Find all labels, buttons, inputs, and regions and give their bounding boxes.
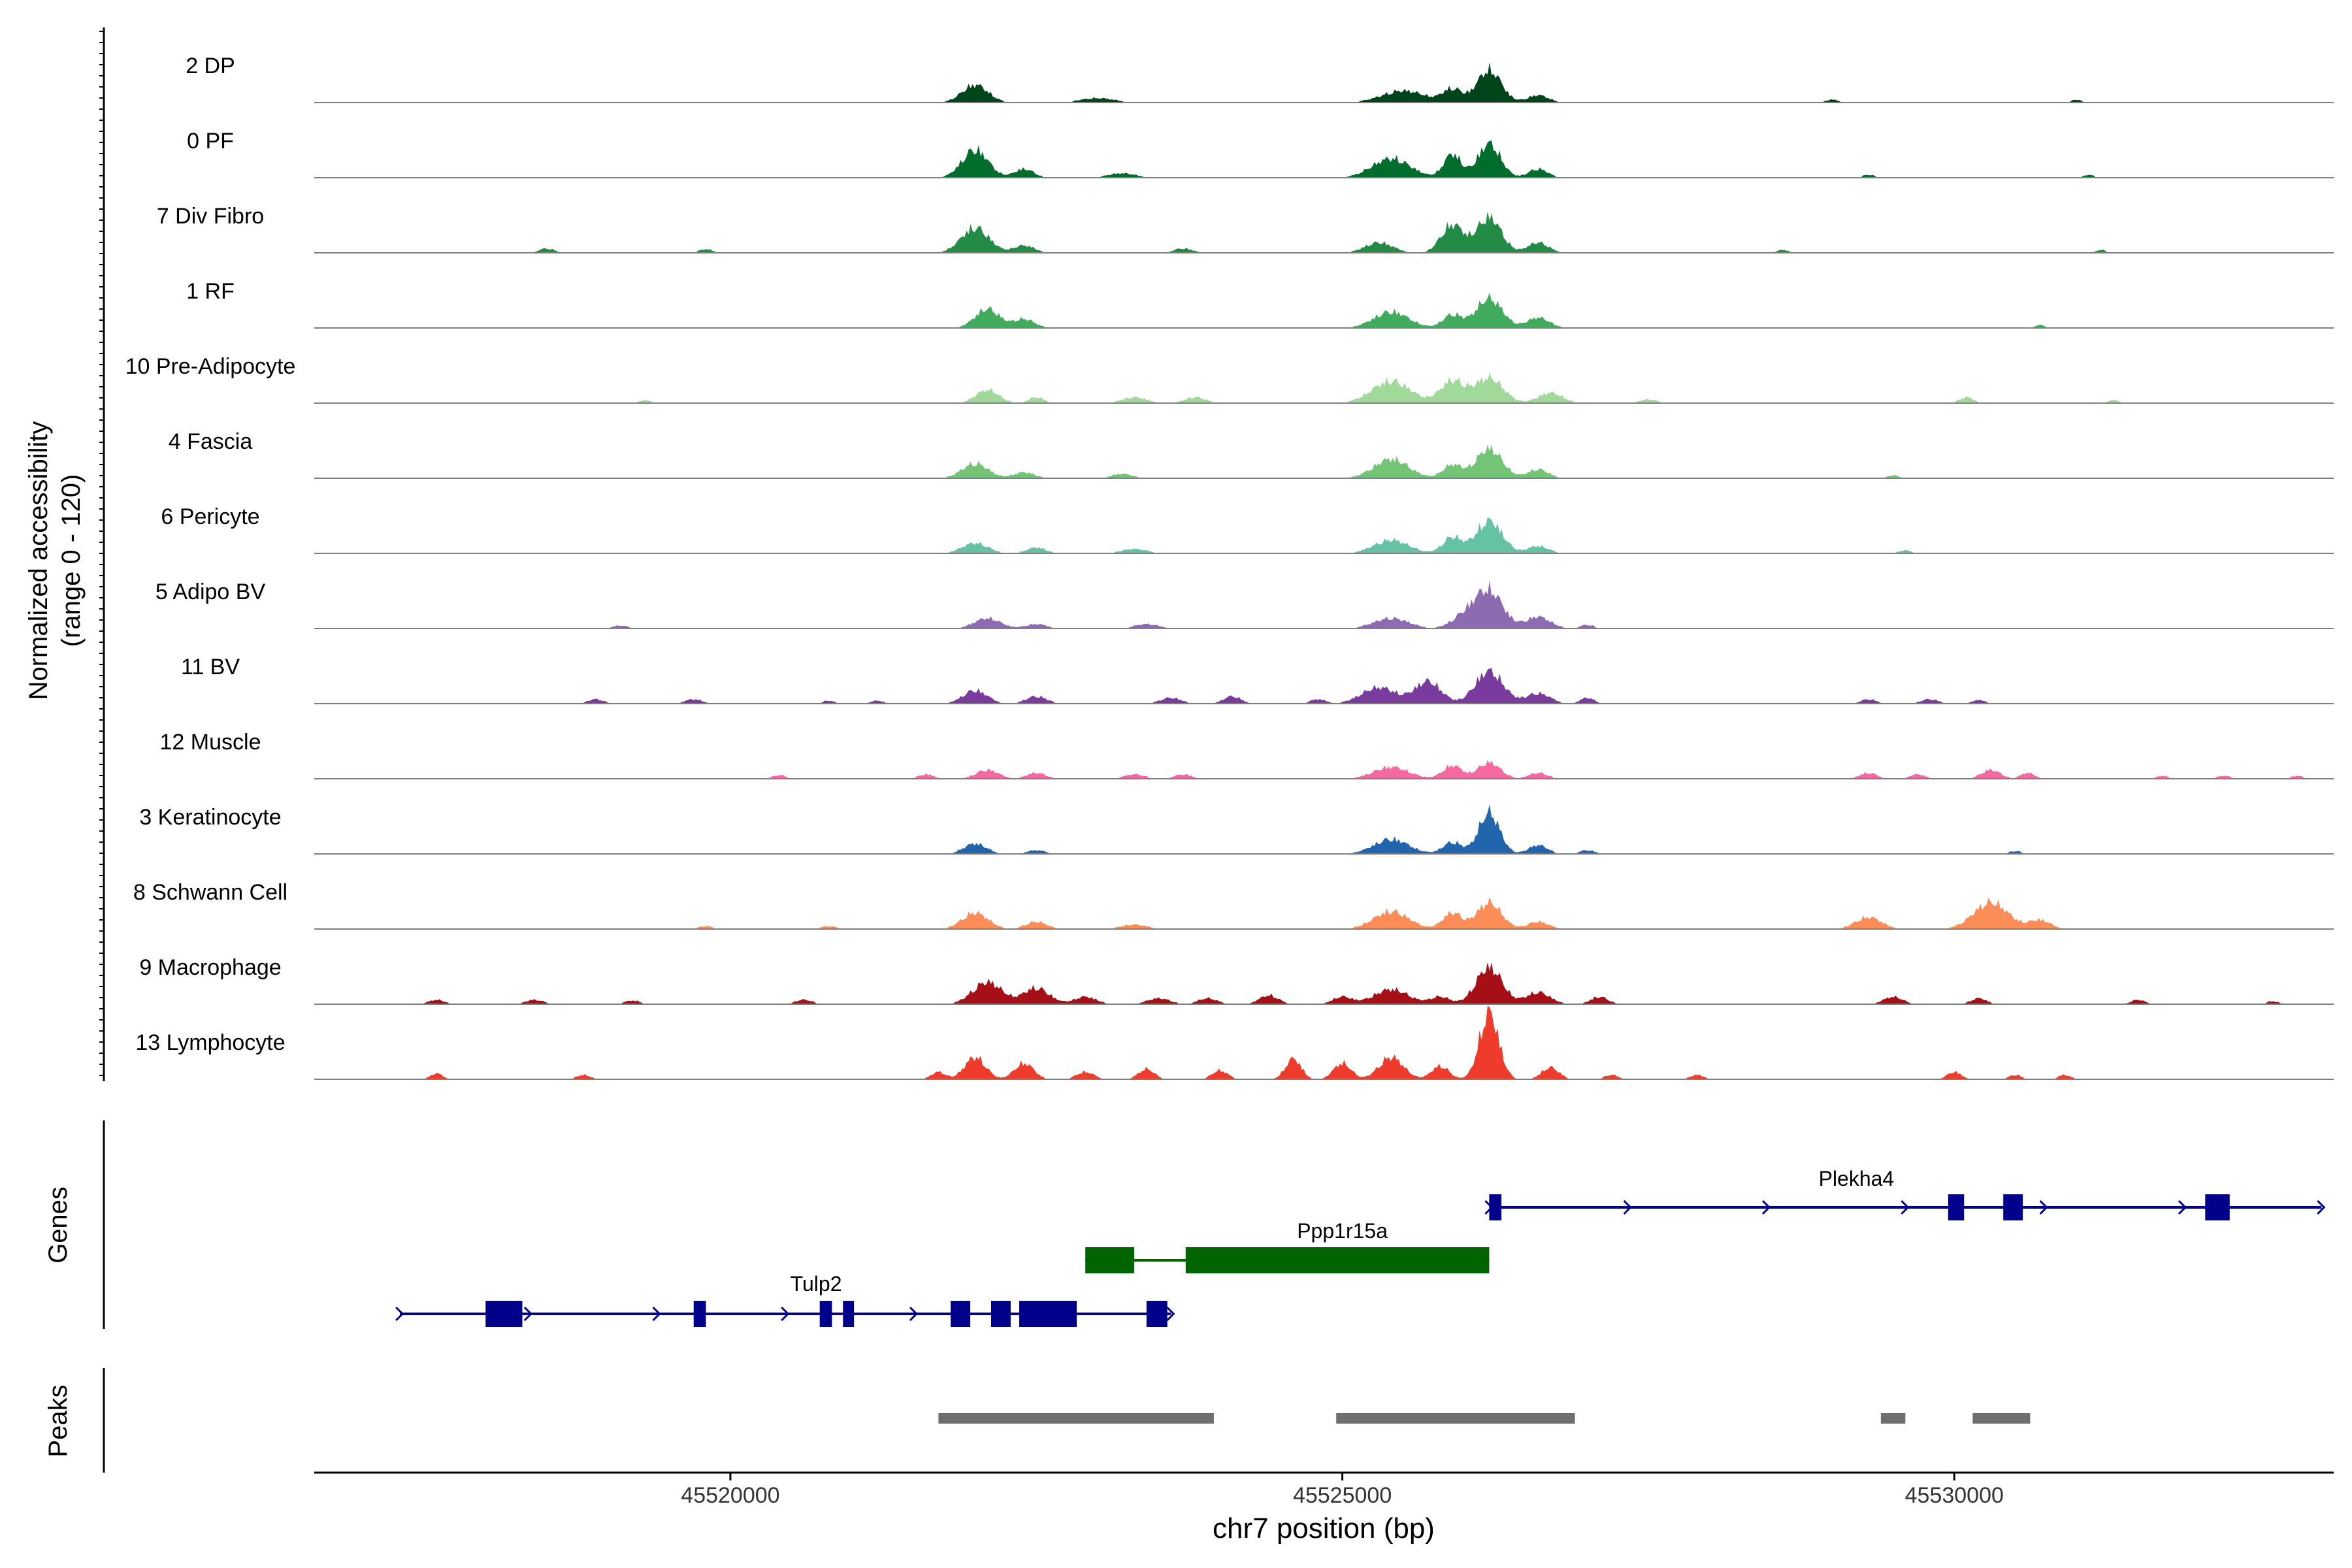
gene-exon	[951, 1301, 971, 1327]
gene-strand-arrow	[2039, 1200, 2048, 1215]
coverage-tracks: 2 DP 0 PF 7 Div Fibro 1 RF 10 Pre-Adipocyte 4…	[125, 54, 2334, 1080]
gene-strand-arrow	[2178, 1200, 2187, 1215]
peak-region	[1880, 1413, 1906, 1424]
gene-exon	[2205, 1194, 2230, 1220]
gene-strand-arrow	[523, 1306, 532, 1322]
gene-exon	[819, 1301, 832, 1327]
coverage-y-ticks	[99, 31, 104, 1076]
track-6: 4 Fascia	[169, 429, 2334, 479]
coverage-panel: Normalized accessibility (range 0 - 120)…	[24, 27, 2334, 1081]
track-label: 10 Pre-Adipocyte	[125, 354, 296, 379]
gene-strand-arrow	[1761, 1200, 1771, 1215]
gene-ppp1r15a: Ppp1r15a	[1085, 1219, 1490, 1273]
genes-y-label: Genes	[44, 1186, 73, 1264]
track-label: 12 Muscle	[160, 730, 261, 755]
track-11: 3 Keratinocyte	[139, 804, 2334, 855]
track-2: 0 PF	[187, 129, 2334, 178]
track-label: 3 Keratinocyte	[139, 805, 281, 830]
gene-label: Plekha4	[1819, 1167, 1895, 1190]
track-label: 5 Adipo BV	[155, 580, 266, 604]
track-4: 1 RF	[186, 279, 2334, 329]
gene-exon	[485, 1301, 523, 1327]
track-label: 2 DP	[186, 54, 235, 78]
x-tick-label: 45520000	[681, 1483, 779, 1508]
track-9: 11 BV	[181, 655, 2334, 704]
x-tick-label: 45530000	[1905, 1483, 2004, 1508]
gene-tulp2: Tulp2	[395, 1272, 1175, 1327]
x-axis: 45520000 45525000 45530000 chr7 position (…	[314, 1471, 2334, 1544]
track-10: 12 Muscle	[160, 730, 2334, 779]
gene-models: Plekha4 Ppp1r15a Tulp2	[395, 1167, 2326, 1327]
gene-exon	[693, 1301, 706, 1327]
gene-label: Ppp1r15a	[1297, 1219, 1388, 1243]
gene-strand-arrow	[2317, 1200, 2326, 1215]
track-7: 6 Pericyte	[161, 504, 2334, 554]
gene-exon	[1146, 1301, 1168, 1327]
gene-exon	[1489, 1194, 1502, 1220]
track-14: 13 Lymphocyte	[135, 1005, 2334, 1080]
peak-regions	[938, 1413, 2031, 1424]
peak-region	[1972, 1413, 2031, 1424]
gene-strand-arrow	[1623, 1200, 1632, 1215]
genes-panel: Genes Plekha4 Ppp1r15a Tulp2	[44, 1120, 2326, 1329]
x-tick-label: 45525000	[1293, 1483, 1392, 1508]
track-label: 11 BV	[181, 655, 240, 679]
coverage-y-label-line2: (range 0 - 120)	[57, 474, 86, 647]
coverage-y-label-line1: Normalized accessibility	[24, 421, 53, 700]
gene-exon	[990, 1301, 1011, 1327]
track-12: 8 Schwann Cell	[133, 880, 2334, 930]
gene-label: Tulp2	[791, 1272, 842, 1296]
track-3: 7 Div Fibro	[157, 204, 2334, 253]
gene-strand-arrow	[1166, 1306, 1175, 1322]
track-label: 7 Div Fibro	[157, 204, 264, 229]
gene-exon	[1948, 1194, 1965, 1220]
gene-exon	[843, 1301, 855, 1327]
peaks-panel: Peaks	[44, 1368, 2031, 1473]
gene-strand-arrow	[395, 1306, 404, 1322]
track-8: 5 Adipo BV	[155, 580, 2334, 629]
peak-region	[1336, 1413, 1575, 1424]
peak-region	[938, 1413, 1214, 1424]
x-ticks: 45520000 45525000 45530000	[681, 1473, 2004, 1508]
track-1: 2 DP	[186, 54, 2334, 103]
gene-exon	[1185, 1247, 1490, 1273]
track-label: 8 Schwann Cell	[133, 880, 287, 905]
x-axis-title: chr7 position (bp)	[1213, 1512, 1435, 1544]
track-13: 9 Macrophage	[139, 955, 2334, 1005]
track-label: 13 Lymphocyte	[135, 1030, 285, 1055]
gene-strand-arrow	[781, 1306, 790, 1322]
gene-strand-arrow	[1901, 1200, 1910, 1215]
track-label: 1 RF	[186, 279, 235, 304]
gene-exon	[1085, 1247, 1135, 1273]
peaks-y-label: Peaks	[44, 1384, 73, 1457]
track-label: 6 Pericyte	[161, 504, 259, 529]
track-label: 9 Macrophage	[139, 955, 281, 980]
gene-plekha4: Plekha4	[1484, 1167, 2326, 1220]
gene-exon	[1019, 1301, 1077, 1327]
gene-strand-arrow	[652, 1306, 661, 1322]
gene-strand-arrow	[909, 1306, 919, 1322]
track-label: 0 PF	[187, 129, 234, 154]
gene-exon	[2003, 1194, 2023, 1220]
track-5: 10 Pre-Adipocyte	[125, 354, 2334, 404]
track-label: 4 Fascia	[169, 429, 253, 454]
